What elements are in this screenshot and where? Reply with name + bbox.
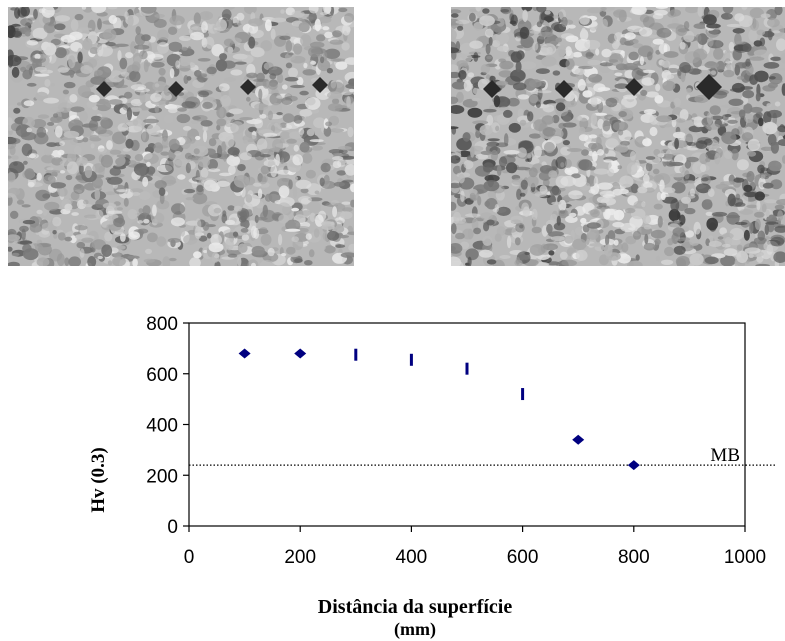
- indentation-mark: [96, 81, 112, 97]
- data-point-bar: [521, 388, 525, 401]
- plot-frame: [188, 322, 746, 527]
- data-point-diamond: [238, 348, 251, 359]
- y-tick-label: 400: [146, 416, 178, 437]
- data-point-bar: [354, 348, 358, 361]
- indentation-mark: [312, 77, 328, 93]
- reference-line-label: MB: [710, 445, 740, 466]
- x-tick-label: 800: [618, 547, 650, 568]
- data-point-diamond: [627, 460, 640, 471]
- chart-ticks: 0 200 400 600 800 0 200 400 600 800 1000: [146, 314, 766, 568]
- data-point-diamond: [294, 348, 307, 359]
- y-tick-label: 200: [146, 466, 178, 487]
- x-tick-label: 400: [396, 547, 428, 568]
- micro-left-grain: [8, 7, 354, 266]
- chart-axes: [188, 322, 746, 527]
- indentation-mark: [483, 80, 501, 98]
- y-tick-label: 0: [167, 517, 178, 538]
- x-tick-label: 600: [507, 547, 539, 568]
- y-tick-label: 800: [146, 314, 178, 335]
- indentation-mark: [168, 81, 184, 97]
- data-point-bar: [409, 353, 413, 366]
- x-tick-label: 0: [184, 547, 195, 568]
- data-point-diamond: [572, 434, 585, 445]
- indentation-mark: [240, 79, 256, 95]
- x-tick-label: 1000: [724, 547, 766, 568]
- indentation-mark: [625, 78, 643, 96]
- indentation-mark: [555, 80, 573, 98]
- x-axis-label-line1: Distância da superfície: [318, 596, 513, 618]
- chart-marks: [238, 348, 640, 471]
- x-axis-label-line2: (mm): [394, 619, 436, 640]
- x-tick-label: 200: [284, 547, 316, 568]
- indentation-mark: [696, 74, 722, 100]
- data-point-bar: [465, 362, 469, 375]
- micrograph-right: [451, 7, 785, 266]
- y-axis-label: Hv (0.3): [88, 447, 109, 512]
- reference-line-group: MB: [189, 445, 775, 466]
- y-tick-label: 600: [146, 365, 178, 386]
- micrograph-left: [8, 7, 354, 266]
- hardness-chart: 0 200 400 600 800 0 200 400 600 800 1000 MB Hv (0.…: [88, 314, 775, 640]
- micro-right-grain: [451, 7, 785, 266]
